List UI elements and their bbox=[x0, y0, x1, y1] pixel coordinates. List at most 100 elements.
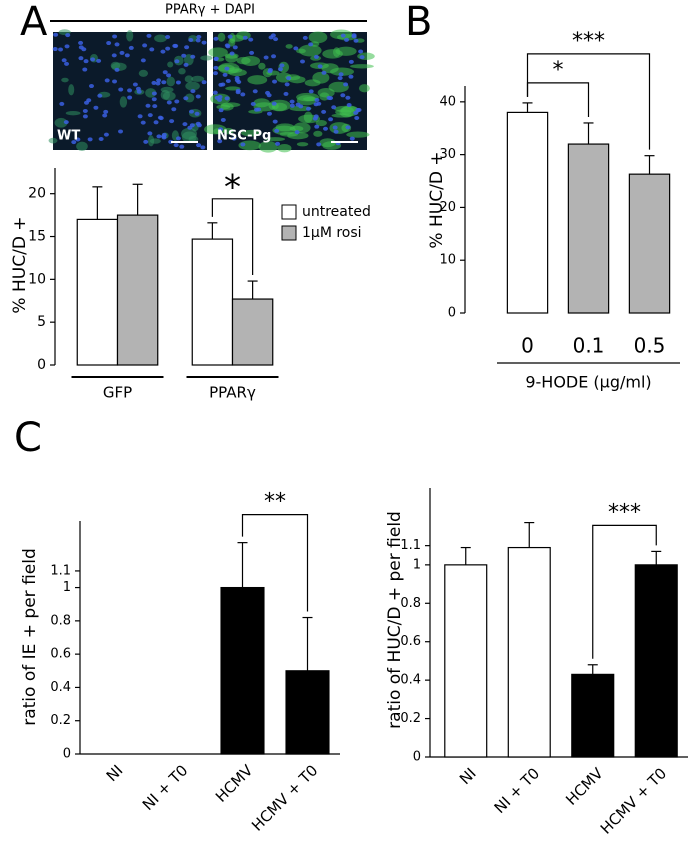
nucleus bbox=[106, 41, 112, 46]
nucleus bbox=[337, 76, 343, 81]
nucleus bbox=[344, 37, 350, 42]
nucleus bbox=[83, 59, 89, 64]
nucleus bbox=[194, 111, 200, 116]
nucleus bbox=[356, 107, 362, 112]
cell-body bbox=[313, 130, 323, 137]
x-tick-label: NI + T0 bbox=[139, 761, 192, 814]
cell-body bbox=[228, 68, 247, 77]
significance-bracket bbox=[526, 53, 651, 150]
nucleus bbox=[274, 128, 280, 133]
significance-bracket bbox=[211, 198, 254, 276]
nucleus bbox=[256, 107, 262, 112]
nucleus bbox=[156, 134, 162, 139]
nucleus bbox=[188, 38, 194, 43]
cell-body bbox=[350, 64, 374, 69]
nucleus bbox=[78, 45, 84, 50]
nucleus bbox=[294, 130, 300, 135]
y-tick-label: 0.8 bbox=[50, 613, 71, 628]
nucleus bbox=[317, 64, 323, 69]
nucleus bbox=[87, 137, 93, 142]
y-tick-label: 0.6 bbox=[400, 634, 421, 649]
cell-body bbox=[138, 69, 149, 77]
cell-body bbox=[264, 137, 286, 142]
nucleus bbox=[190, 54, 196, 59]
cell-body bbox=[162, 91, 176, 101]
nucleus bbox=[112, 34, 118, 39]
y-tick-label: 10 bbox=[28, 271, 46, 287]
nucleus bbox=[195, 94, 201, 99]
y-tick-label: 0 bbox=[63, 747, 71, 762]
nucleus bbox=[314, 98, 320, 103]
nucleus bbox=[183, 62, 189, 67]
nucleus bbox=[314, 124, 320, 129]
cell-body bbox=[268, 99, 291, 112]
nucleus bbox=[145, 103, 151, 108]
nucleus bbox=[82, 114, 88, 119]
cell-body bbox=[200, 55, 213, 61]
cell-body bbox=[65, 111, 81, 116]
nucleus bbox=[132, 82, 138, 87]
nucleus bbox=[343, 82, 349, 87]
nucleus bbox=[140, 58, 146, 63]
x-tick-label: 0 bbox=[521, 334, 534, 358]
nucleus bbox=[354, 115, 360, 120]
nucleus bbox=[173, 143, 179, 148]
nucleus bbox=[305, 106, 311, 111]
nucleus bbox=[271, 101, 277, 106]
significance-label: *** bbox=[572, 29, 605, 54]
significance-bracket bbox=[241, 514, 309, 612]
cell-body bbox=[160, 86, 174, 93]
cell-body bbox=[275, 72, 292, 83]
cell-body bbox=[68, 84, 75, 96]
nucleus bbox=[272, 119, 278, 124]
cell-body bbox=[357, 52, 375, 60]
nucleus bbox=[86, 98, 92, 103]
nucleus bbox=[332, 125, 338, 130]
cell-body bbox=[287, 132, 309, 140]
nucleus bbox=[189, 109, 195, 114]
image-label: WT bbox=[57, 129, 80, 144]
nucleus bbox=[345, 125, 351, 130]
nucleus bbox=[272, 79, 278, 84]
cell-body bbox=[308, 31, 328, 44]
nucleus bbox=[213, 65, 219, 70]
x-tick-label: GFP bbox=[103, 384, 132, 402]
nucleus bbox=[174, 59, 180, 64]
nucleus bbox=[218, 108, 224, 113]
y-axis-label: % HUC/D + bbox=[10, 216, 30, 313]
nucleus bbox=[183, 96, 189, 101]
nucleus bbox=[273, 37, 279, 42]
cell-body bbox=[126, 30, 134, 42]
cell-body bbox=[330, 29, 353, 40]
nucleus bbox=[213, 36, 219, 41]
y-tick-label: 0 bbox=[37, 357, 46, 373]
nucleus bbox=[147, 131, 153, 136]
y-tick-label: 20 bbox=[28, 186, 46, 202]
nucleus bbox=[358, 49, 364, 54]
nucleus bbox=[295, 102, 301, 107]
nucleus bbox=[328, 117, 334, 122]
nucleus bbox=[147, 113, 153, 118]
nucleus bbox=[71, 140, 77, 145]
nucleus bbox=[224, 96, 230, 101]
nucleus bbox=[308, 42, 314, 47]
nucleus bbox=[308, 89, 314, 94]
cell-body bbox=[54, 117, 68, 128]
x-tick-label: HCMV + T0 bbox=[597, 764, 670, 837]
nucleus bbox=[137, 114, 143, 119]
nucleus bbox=[323, 126, 329, 131]
nucleus bbox=[182, 122, 188, 127]
significance-label: *** bbox=[608, 500, 641, 525]
cell-body bbox=[184, 93, 195, 103]
nucleus bbox=[175, 136, 181, 141]
nucleus bbox=[156, 78, 162, 83]
nucleus bbox=[96, 58, 102, 63]
nucleus bbox=[112, 79, 118, 84]
legend-swatch bbox=[281, 204, 297, 220]
nucleus bbox=[128, 45, 134, 50]
nucleus bbox=[165, 46, 171, 51]
y-tick-label: 0.4 bbox=[400, 673, 421, 688]
nucleus bbox=[302, 35, 308, 40]
nucleus bbox=[53, 32, 59, 37]
cell-body bbox=[241, 129, 262, 137]
